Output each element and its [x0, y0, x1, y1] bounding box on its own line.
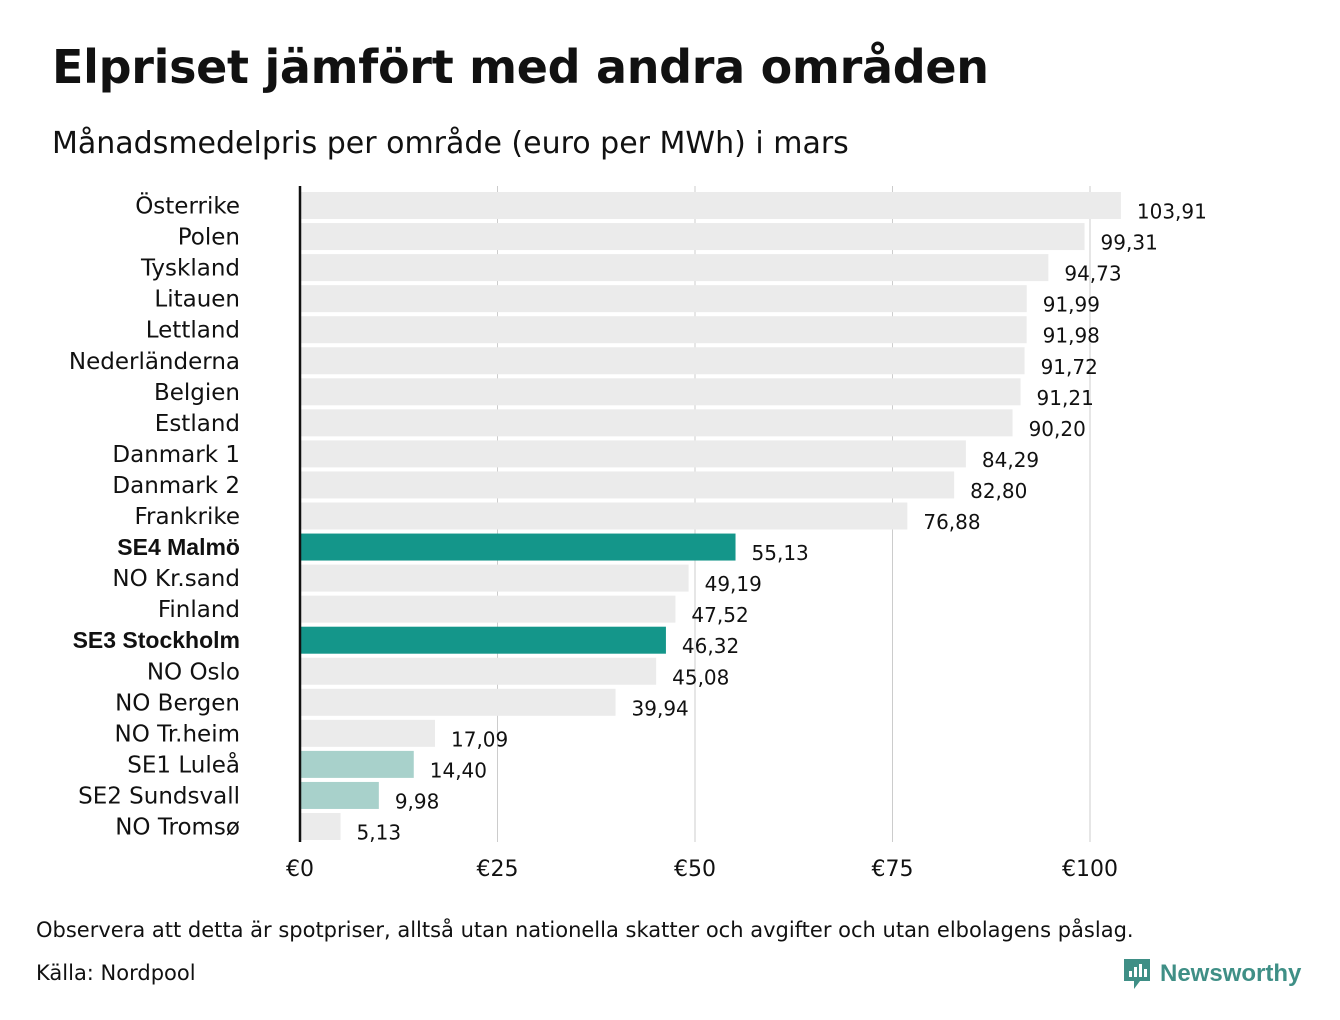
bar [300, 378, 1021, 406]
value-label: 82,80 [970, 479, 1027, 503]
value-label: 91,99 [1043, 293, 1100, 317]
category-label: Danmark 1 [112, 442, 240, 468]
bar [300, 502, 908, 530]
category-label: NO Oslo [147, 659, 240, 685]
value-label: 94,73 [1064, 262, 1121, 286]
category-label: Frankrike [135, 504, 241, 530]
category-label: NO Tromsø [115, 815, 240, 841]
bar [300, 409, 1013, 437]
value-label: 45,08 [672, 665, 729, 689]
bar [300, 223, 1085, 251]
value-label: 49,19 [705, 572, 762, 596]
brand-logo: Newsworthy [1122, 956, 1301, 992]
value-label: 46,32 [682, 634, 739, 658]
bar [300, 192, 1121, 219]
bar [300, 657, 657, 685]
bar [300, 719, 436, 747]
chart-title: Elpriset jämfört med andra områden [52, 40, 989, 94]
value-label: 14,40 [430, 758, 487, 782]
value-label: 90,20 [1029, 417, 1086, 441]
source-note: Källa: Nordpool [36, 961, 196, 985]
newsworthy-logo-icon [1124, 959, 1150, 989]
bar [300, 533, 736, 561]
value-label: 84,29 [982, 448, 1039, 472]
value-label: 55,13 [752, 541, 809, 565]
category-label: SE4 Malmö [117, 534, 240, 560]
category-label: Litauen [154, 287, 240, 313]
bar [300, 285, 1027, 313]
category-label: NO Tr.heim [115, 721, 240, 747]
value-label: 17,09 [451, 727, 508, 751]
bar [300, 626, 666, 654]
category-label: Estland [155, 411, 240, 437]
value-label: 91,98 [1043, 324, 1100, 348]
footnote: Observera att detta är spotpriser, allts… [36, 918, 1134, 942]
bar [300, 595, 676, 623]
bar [300, 471, 955, 499]
category-label: Tyskland [140, 256, 240, 282]
category-label: SE3 Stockholm [73, 627, 240, 653]
value-label: 91,72 [1041, 355, 1098, 379]
x-tick-label: €75 [872, 857, 914, 882]
bar [300, 813, 341, 840]
bar [300, 781, 379, 809]
category-label: SE1 Luleå [127, 750, 240, 778]
category-label: Finland [158, 597, 240, 623]
category-label: NO Kr.sand [112, 566, 240, 592]
bar [300, 316, 1027, 344]
value-label: 5,13 [357, 821, 402, 845]
value-label: 76,88 [923, 510, 980, 534]
bar-chart: €0 €25 €50 €75 €100 Österrike 103,91 Polen 99,31… [69, 186, 1207, 882]
brand-name: Newsworthy [1160, 960, 1302, 987]
value-label: 9,98 [395, 789, 440, 813]
value-label: 103,91 [1137, 200, 1207, 224]
category-label: Polen [178, 225, 240, 251]
value-label: 91,21 [1037, 386, 1094, 410]
x-tick-label: €50 [674, 857, 716, 882]
chart-subtitle: Månadsmedelpris per område (euro per MWh… [52, 126, 849, 161]
category-label: Belgien [154, 380, 240, 406]
x-tick-label: €25 [477, 857, 519, 882]
category-label: Österrike [135, 192, 240, 220]
category-label: SE2 Sundsvall [78, 783, 240, 809]
value-label: 39,94 [632, 696, 689, 720]
category-label: NO Bergen [115, 690, 240, 716]
bar [300, 254, 1049, 282]
value-label: 47,52 [691, 603, 748, 627]
bar [300, 750, 414, 778]
value-label: 99,31 [1101, 231, 1158, 255]
bar [300, 564, 689, 592]
bar [300, 440, 966, 468]
x-tick-label: €0 [286, 857, 314, 882]
category-label: Danmark 2 [112, 473, 240, 499]
bar [300, 347, 1025, 375]
x-tick-label: €100 [1062, 857, 1118, 882]
bar [300, 688, 616, 716]
category-label: Nederländerna [69, 349, 240, 375]
category-label: Lettland [146, 318, 240, 344]
